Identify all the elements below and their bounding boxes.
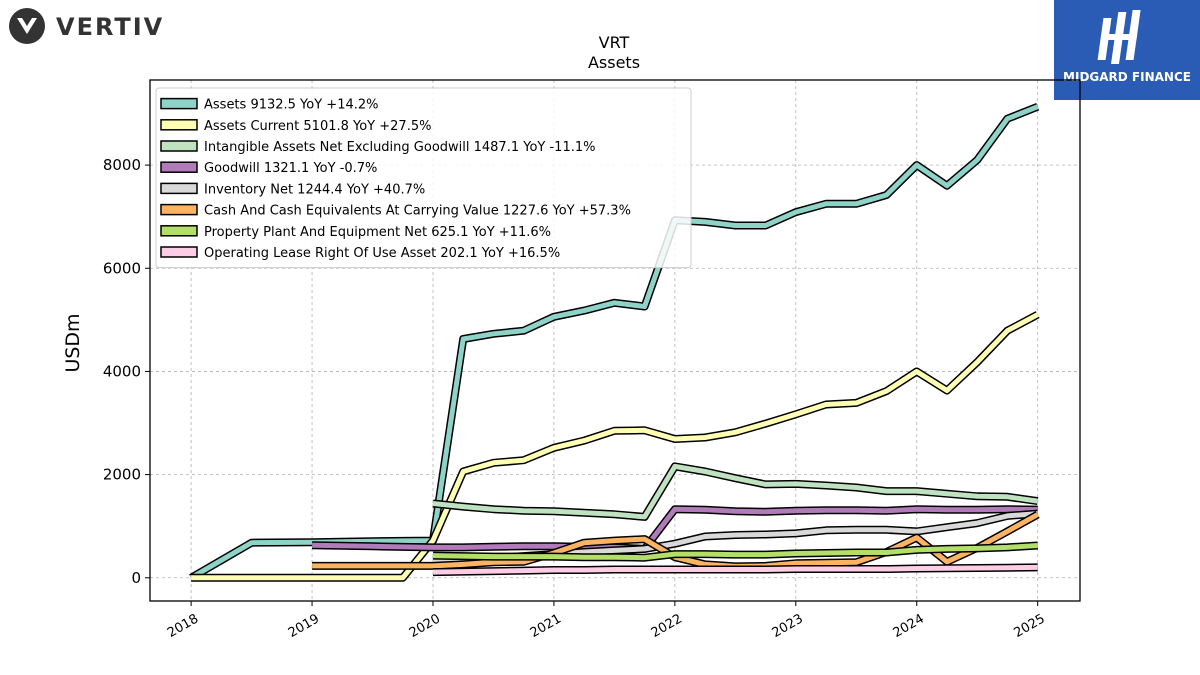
y-axis-label: USDm xyxy=(62,313,84,372)
midgard-finance-logo: MIDGARD FINANCE xyxy=(1054,0,1200,100)
legend-label: Goodwill 1321.1 YoY -0.7% xyxy=(204,161,377,176)
y-tick-label: 2000 xyxy=(103,466,141,484)
midgard-logo-mark xyxy=(1097,10,1141,64)
legend-box xyxy=(155,87,692,269)
legend-swatch xyxy=(160,161,198,173)
x-tick-label: 2025 xyxy=(1012,611,1048,641)
legend-item: Inventory Net 1244.4 YoY +40.7% xyxy=(160,182,425,197)
series-line xyxy=(432,564,1038,575)
y-axis-ticks: 0 2000 4000 6000 8000 xyxy=(103,156,150,587)
legend-item: Assets Current 5101.8 YoY +27.5% xyxy=(160,119,431,134)
legend-label: Cash And Cash Equivalents At Carrying Va… xyxy=(204,204,631,219)
legend-swatch xyxy=(160,140,198,152)
legend-swatch xyxy=(160,203,198,216)
legend-item: Operating Lease Right Of Use Asset 202.1… xyxy=(160,246,560,261)
legend-swatch xyxy=(160,182,198,195)
vertiv-logo-chevron xyxy=(17,18,37,34)
legend-swatch xyxy=(160,119,198,131)
vertiv-logo-text: VERTIV xyxy=(56,13,164,41)
y-tick-label: 0 xyxy=(131,569,141,587)
legend-label: Assets Current 5101.8 YoY +27.5% xyxy=(204,119,431,134)
legend-item: Intangible Assets Net Excluding Goodwill… xyxy=(160,140,595,155)
series-1 xyxy=(191,311,1040,582)
series-6 xyxy=(432,541,1038,562)
midgard-logo-text: MIDGARD FINANCE xyxy=(1063,70,1191,84)
x-tick-label: 2022 xyxy=(649,611,685,641)
legend-label: Intangible Assets Net Excluding Goodwill… xyxy=(204,140,595,155)
legend-item: Assets 9132.5 YoY +14.2% xyxy=(160,97,379,113)
series-0 xyxy=(189,102,1040,582)
chart-subtitle: Assets xyxy=(588,53,640,72)
y-tick-label: 4000 xyxy=(103,362,141,380)
vertiv-logo: VERTIV xyxy=(8,6,168,46)
series-7 xyxy=(432,563,1038,577)
x-tick-label: 2024 xyxy=(891,611,927,641)
legend-item: Goodwill 1321.1 YoY -0.7% xyxy=(160,161,377,176)
x-tick-label: 2023 xyxy=(770,611,806,641)
x-tick-label: 2020 xyxy=(407,611,443,641)
y-tick-label: 8000 xyxy=(103,156,141,174)
series-line xyxy=(432,543,1038,561)
legend-swatch xyxy=(160,97,198,110)
legend-item: Property Plant And Equipment Net 625.1 Y… xyxy=(160,225,551,240)
series-2 xyxy=(432,462,1039,521)
x-axis-ticks: 2018 2019 2020 2021 2022 2023 2024 2025 xyxy=(165,601,1048,641)
x-tick-label: 2018 xyxy=(165,611,201,641)
legend-label: Operating Lease Right Of Use Asset 202.1… xyxy=(204,246,560,261)
legend-label: Property Plant And Equipment Net 625.1 Y… xyxy=(204,225,551,240)
series-line xyxy=(312,506,1038,552)
legend-label: Inventory Net 1244.4 YoY +40.7% xyxy=(204,182,425,197)
series-line xyxy=(189,104,1039,580)
chart-title: VRT xyxy=(599,33,630,52)
x-tick-label: 2019 xyxy=(286,611,322,641)
x-tick-label: 2021 xyxy=(528,611,564,641)
legend-swatch xyxy=(160,225,198,237)
series-layer xyxy=(189,102,1040,582)
legend: Assets 9132.5 YoY +14.2% Assets Current 5… xyxy=(155,87,692,269)
legend-label: Assets 9132.5 YoY +14.2% xyxy=(204,98,379,113)
plot-frame xyxy=(149,79,1081,602)
y-tick-label: 6000 xyxy=(103,259,141,277)
series-line xyxy=(191,312,1039,581)
series-line xyxy=(432,463,1039,520)
legend-item: Cash And Cash Equivalents At Carrying Va… xyxy=(160,203,631,219)
series-3 xyxy=(312,505,1038,553)
legend-swatch xyxy=(160,246,198,258)
